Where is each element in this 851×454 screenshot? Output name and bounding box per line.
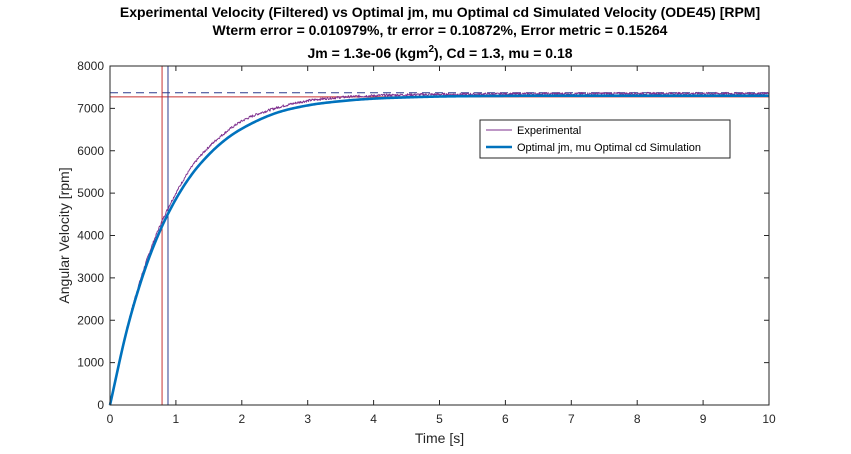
y-axis-label: Angular Velocity [rpm] <box>56 167 72 303</box>
y-tick-label-0: 0 <box>97 398 104 412</box>
y-tick-label-7: 7000 <box>77 101 104 115</box>
y-tick-label-5: 5000 <box>77 186 104 200</box>
x-tick-label-3: 3 <box>304 412 311 426</box>
x-tick-label-10: 10 <box>762 412 776 426</box>
x-tick-label-6: 6 <box>502 412 509 426</box>
legend-box <box>479 119 731 159</box>
x-tick-label-8: 8 <box>634 412 641 426</box>
x-tick-label-9: 9 <box>700 412 707 426</box>
chart-title-line-3-superscript: 2 <box>428 44 434 55</box>
chart-title-line-1: Experimental Velocity (Filtered) vs Opti… <box>120 4 760 20</box>
legend: Experimental Optimal jm, mu Optimal cd S… <box>479 119 731 159</box>
x-axis-label: Time [s] <box>415 430 464 446</box>
axis-ticks: 0 1 2 3 4 5 6 7 8 9 10 0 1000 2000 3000 4000 5000 6000 700… <box>77 59 776 426</box>
legend-label-experimental: Experimental <box>517 125 581 137</box>
chart-title-line-2: Wterm error = 0.010979%, tr error = 0.10… <box>213 22 668 38</box>
plot-area <box>110 66 769 405</box>
x-tick-label-1: 1 <box>173 412 180 426</box>
y-tick-label-2: 2000 <box>77 313 104 327</box>
x-tick-label-5: 5 <box>436 412 443 426</box>
chart-marks <box>108 66 770 406</box>
x-tick-label-4: 4 <box>370 412 377 426</box>
chart-title-line-3: Jm = 1.3e-06 (kgm2), Cd = 1.3, mu = 0.18 <box>307 44 572 61</box>
series-line-0 <box>109 91 770 406</box>
chart-title-line-3-suffix: ), Cd = 1.3, mu = 0.18 <box>434 45 573 61</box>
y-tick-label-3: 3000 <box>77 271 104 285</box>
x-tick-label-0: 0 <box>107 412 114 426</box>
x-tick-label-7: 7 <box>568 412 575 426</box>
x-tick-label-2: 2 <box>238 412 245 426</box>
y-tick-label-8: 8000 <box>77 59 104 73</box>
y-tick-label-1: 1000 <box>77 356 104 370</box>
series-line-1 <box>108 94 769 406</box>
y-tick-label-6: 6000 <box>77 144 104 158</box>
y-tick-label-4: 4000 <box>77 229 104 243</box>
chart-title-line-3-prefix: Jm = 1.3e-06 (kgm <box>307 45 428 61</box>
legend-label-simulation: Optimal jm, mu Optimal cd Simulation <box>517 142 701 154</box>
